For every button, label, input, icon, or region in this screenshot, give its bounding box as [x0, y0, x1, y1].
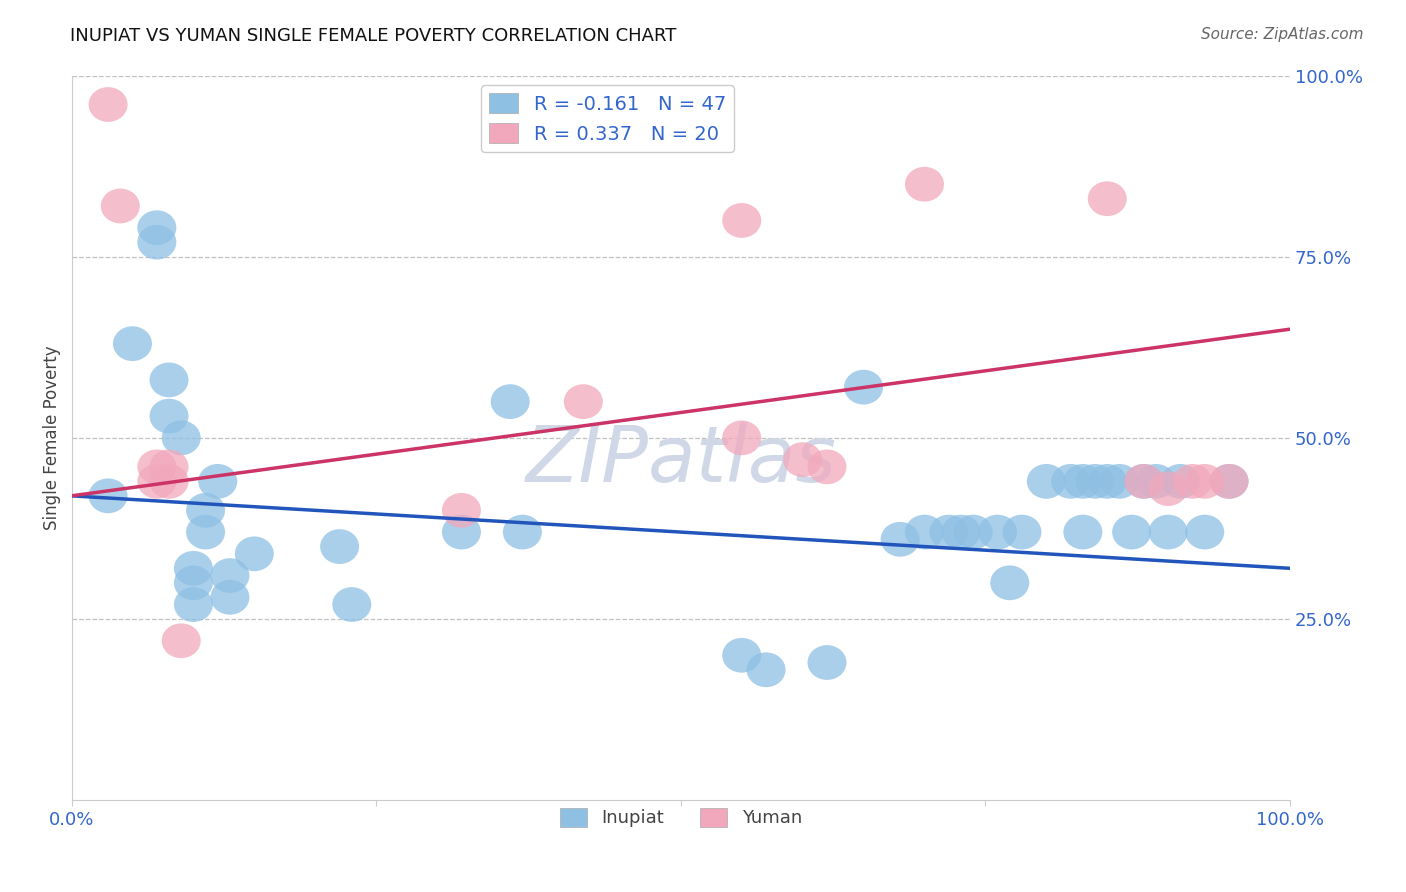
Ellipse shape [905, 167, 943, 202]
Ellipse shape [138, 225, 176, 260]
Ellipse shape [807, 645, 846, 680]
Ellipse shape [101, 188, 139, 223]
Ellipse shape [1185, 515, 1225, 549]
Ellipse shape [441, 515, 481, 549]
Ellipse shape [1149, 515, 1188, 549]
Ellipse shape [1185, 464, 1225, 499]
Ellipse shape [138, 211, 176, 245]
Ellipse shape [174, 587, 212, 622]
Ellipse shape [1088, 181, 1126, 216]
Ellipse shape [953, 515, 993, 549]
Text: ZIPatlas: ZIPatlas [526, 422, 837, 498]
Ellipse shape [723, 420, 761, 455]
Ellipse shape [1063, 464, 1102, 499]
Ellipse shape [1099, 464, 1139, 499]
Ellipse shape [491, 384, 530, 419]
Ellipse shape [1149, 471, 1188, 506]
Ellipse shape [1125, 464, 1163, 499]
Ellipse shape [723, 203, 761, 238]
Ellipse shape [332, 587, 371, 622]
Ellipse shape [1136, 464, 1175, 499]
Ellipse shape [112, 326, 152, 361]
Ellipse shape [149, 362, 188, 397]
Ellipse shape [1161, 464, 1199, 499]
Ellipse shape [149, 464, 188, 499]
Ellipse shape [186, 515, 225, 549]
Ellipse shape [138, 450, 176, 484]
Ellipse shape [1125, 464, 1163, 499]
Ellipse shape [783, 442, 823, 477]
Ellipse shape [211, 558, 249, 593]
Text: INUPIAT VS YUMAN SINGLE FEMALE POVERTY CORRELATION CHART: INUPIAT VS YUMAN SINGLE FEMALE POVERTY C… [70, 27, 676, 45]
Ellipse shape [149, 399, 188, 434]
Ellipse shape [807, 450, 846, 484]
Ellipse shape [844, 370, 883, 405]
Ellipse shape [1173, 464, 1212, 499]
Ellipse shape [1112, 515, 1152, 549]
Ellipse shape [1076, 464, 1115, 499]
Ellipse shape [723, 638, 761, 673]
Ellipse shape [880, 522, 920, 557]
Ellipse shape [1002, 515, 1042, 549]
Ellipse shape [162, 420, 201, 455]
Ellipse shape [1052, 464, 1090, 499]
Ellipse shape [441, 493, 481, 528]
Ellipse shape [235, 536, 274, 571]
Y-axis label: Single Female Poverty: Single Female Poverty [44, 345, 60, 530]
Ellipse shape [1063, 515, 1102, 549]
Ellipse shape [1209, 464, 1249, 499]
Ellipse shape [162, 624, 201, 658]
Text: Source: ZipAtlas.com: Source: ZipAtlas.com [1201, 27, 1364, 42]
Ellipse shape [942, 515, 980, 549]
Ellipse shape [89, 478, 128, 513]
Ellipse shape [174, 566, 212, 600]
Ellipse shape [990, 566, 1029, 600]
Ellipse shape [89, 87, 128, 122]
Ellipse shape [1088, 464, 1126, 499]
Ellipse shape [929, 515, 969, 549]
Ellipse shape [186, 493, 225, 528]
Ellipse shape [138, 464, 176, 499]
Legend: Inupiat, Yuman: Inupiat, Yuman [553, 801, 808, 835]
Ellipse shape [564, 384, 603, 419]
Ellipse shape [979, 515, 1017, 549]
Ellipse shape [1026, 464, 1066, 499]
Ellipse shape [905, 515, 943, 549]
Ellipse shape [149, 450, 188, 484]
Ellipse shape [747, 652, 786, 687]
Ellipse shape [211, 580, 249, 615]
Ellipse shape [321, 529, 359, 564]
Ellipse shape [198, 464, 238, 499]
Ellipse shape [174, 551, 212, 586]
Ellipse shape [1209, 464, 1249, 499]
Ellipse shape [503, 515, 541, 549]
